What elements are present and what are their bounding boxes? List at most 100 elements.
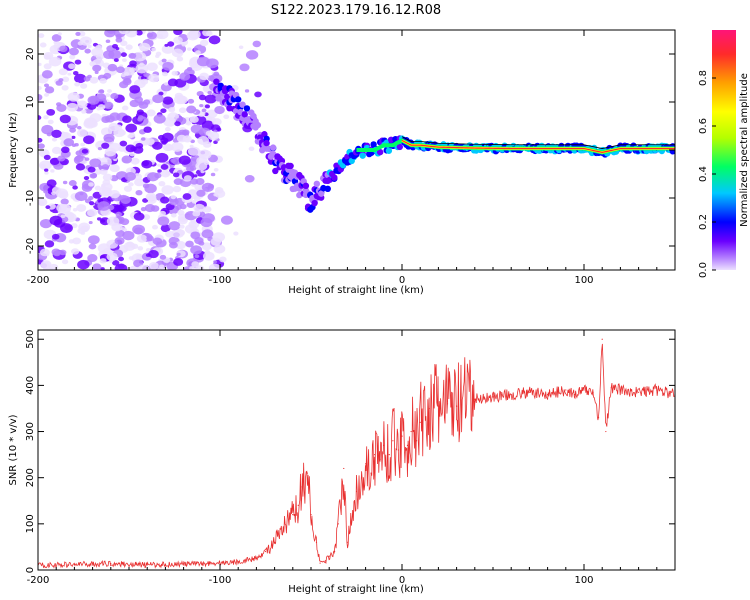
- spectrogram-noise-blob: [135, 254, 144, 261]
- spectrogram-noise-blob: [158, 181, 166, 187]
- snr-data-point: [492, 396, 494, 398]
- spectrogram-noise-blob: [104, 147, 117, 157]
- snr-data-point: [274, 541, 276, 543]
- spectrogram-noise-blob: [57, 32, 62, 36]
- spectrogram-ridge-blob: [333, 162, 340, 169]
- spectrogram-noise-blob: [123, 77, 132, 84]
- spectrogram-noise-blob: [43, 154, 51, 161]
- spectrogram-noise-blob: [128, 52, 137, 59]
- spectrogram-noise-blob: [97, 201, 111, 211]
- spectrogram-noise-blob: [162, 96, 174, 105]
- spectrogram-noise-blob: [38, 33, 45, 39]
- spectrogram-noise-blob: [92, 263, 102, 270]
- spectrogram-noise-blob: [109, 164, 120, 173]
- spectrogram-noise-blob: [97, 146, 103, 151]
- spectrogram-noise-blob: [194, 182, 205, 191]
- spectrogram-noise-blob: [51, 137, 58, 142]
- snr-data-point: [374, 454, 376, 456]
- spectrogram-ridge-blob: [269, 144, 277, 151]
- spectrogram-noise-blob: [68, 63, 76, 70]
- spectrogram-noise-blob: [125, 44, 133, 50]
- spectrogram-noise-blob: [195, 50, 201, 55]
- spectrogram-noise-blob: [51, 34, 62, 42]
- snr-data-point: [619, 389, 622, 391]
- spectrogram-noise-blob: [174, 92, 184, 100]
- spectrogram-noise-blob: [177, 216, 188, 225]
- spectrogram-noise-blob: [39, 42, 47, 48]
- spectrogram-noise-blob: [135, 190, 143, 196]
- spectrogram-noise-blob: [78, 222, 91, 232]
- spectrogram-noise-blob: [171, 48, 184, 58]
- spectrogram-noise-blob: [89, 61, 97, 67]
- spectrogram-noise-blob: [194, 254, 200, 259]
- spectrogram-noise-blob: [179, 72, 191, 81]
- spectrogram-noise-blob: [53, 250, 61, 257]
- spectrogram-noise-blob: [41, 70, 53, 79]
- spectrogram-noise-blob: [106, 89, 112, 93]
- spectrogram-noise-blob: [86, 208, 98, 217]
- spectrogram-noise-blob: [179, 224, 185, 229]
- spectrogram-noise-blob: [72, 208, 78, 212]
- spectrogram-noise-blob: [92, 64, 102, 72]
- y-tick-label: 0: [25, 147, 36, 153]
- x-tick-label: -200: [27, 275, 50, 286]
- spectrogram-noise-blob: [143, 72, 149, 77]
- spectrogram-noise-blob: [78, 31, 86, 37]
- snr-data-point: [474, 398, 476, 400]
- spectrogram-noise-blob: [129, 67, 136, 73]
- spectrogram-noise-blob: [148, 73, 160, 83]
- spectrogram-noise-blob: [133, 212, 145, 221]
- spectrogram-noise-blob: [58, 68, 68, 76]
- spectrogram-noise-blob: [121, 105, 129, 111]
- spectrogram-noise-blob: [182, 129, 190, 136]
- spectrogram-noise-blob: [120, 73, 126, 78]
- spectrogram-ridge-blob: [243, 105, 251, 112]
- spectrogram-noise-blob: [49, 157, 60, 166]
- spectrogram-noise-blob: [155, 51, 162, 57]
- spectrogram-noise-blob: [44, 86, 55, 94]
- spectrogram-noise-blob: [69, 54, 76, 60]
- spectrogram-noise-blob: [152, 224, 159, 230]
- spectrogram-noise-blob: [130, 157, 140, 165]
- spectrogram-noise-blob: [103, 101, 114, 110]
- spectrogram-noise-blob: [120, 195, 131, 204]
- snr-data-point: [324, 560, 327, 562]
- spectrogram-ridge-blob: [241, 111, 248, 118]
- spectrogram-noise-blob: [105, 115, 115, 123]
- spectrogram-noise-blob: [103, 133, 115, 143]
- y-tick-label: -20: [25, 238, 36, 254]
- spectrogram-noise-blob: [206, 109, 218, 119]
- spectrogram-noise-blob: [59, 45, 68, 53]
- spectrogram-noise-blob: [167, 78, 178, 87]
- spectrogram-noise-blob: [62, 180, 68, 185]
- snr-data-point: [601, 338, 603, 340]
- spectrogram-noise-blob: [124, 172, 136, 181]
- spectrogram-noise-blob: [176, 252, 181, 256]
- spectrogram-noise-blob: [186, 105, 197, 114]
- spectrogram-noise-blob: [187, 98, 195, 104]
- spectrogram-xlabel: Height of straight line (km): [288, 285, 424, 296]
- spectrogram-noise-blob: [173, 36, 183, 44]
- spectrogram-ridge-blob: [287, 162, 294, 170]
- spectrogram-noise-blob: [219, 256, 227, 263]
- spectrogram-noise-blob: [164, 43, 169, 47]
- spectrogram-noise-blob: [244, 89, 250, 93]
- snr-data-point: [146, 564, 148, 566]
- spectrogram-ridge-blob: [396, 143, 404, 151]
- spectrogram-noise-blob: [199, 104, 204, 108]
- spectrogram-noise-blob: [121, 58, 127, 63]
- y-tick-label: 400: [25, 376, 36, 395]
- spectrogram-ridge-blob: [331, 174, 338, 181]
- spectrogram-noise-blob: [89, 158, 102, 168]
- spectrogram-noise-blob: [211, 118, 222, 126]
- spectrogram-noise-blob: [90, 172, 98, 178]
- spectrogram-noise-blob: [128, 182, 134, 187]
- spectrogram-noise-blob: [190, 219, 198, 225]
- spectrogram-noise-blob: [44, 168, 49, 172]
- spectrogram-ylabel: Frequency (Hz): [8, 112, 19, 188]
- spectrogram-ridge-blob: [324, 185, 331, 193]
- spectrogram-noise-blob: [147, 30, 154, 33]
- spectrogram-noise-blob: [43, 51, 54, 60]
- spectrogram-noise-blob: [115, 47, 120, 51]
